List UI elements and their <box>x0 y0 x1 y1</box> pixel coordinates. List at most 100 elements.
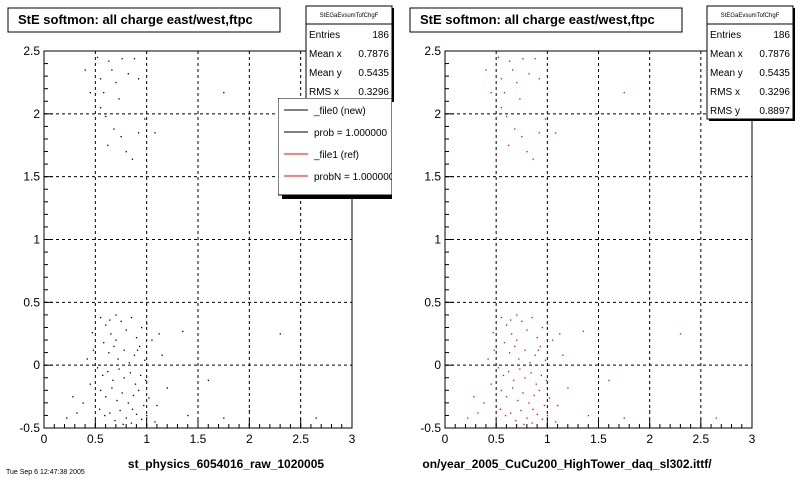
tick-label-x: 2 <box>246 432 253 446</box>
stats-value: 0.8897 <box>759 106 790 117</box>
tick-label-x: 3 <box>349 432 356 446</box>
title-box <box>7 7 281 33</box>
scatter-point <box>500 78 503 80</box>
tick-label-y: 1 <box>33 233 40 247</box>
scatter-point <box>544 118 547 120</box>
scatter-point <box>133 58 136 60</box>
tick-label-y: 1.5 <box>424 170 441 184</box>
scatter-point <box>121 392 123 394</box>
scatter-point <box>543 404 546 407</box>
scatter-point <box>509 412 512 414</box>
tick-label-x: 0.5 <box>488 432 505 446</box>
scatter-point <box>140 374 142 377</box>
scatter-point <box>138 345 141 348</box>
scatter-point <box>526 151 528 153</box>
scatter-point <box>500 389 503 392</box>
scatter-point <box>522 58 524 60</box>
x-axis-label: st_physics_6054016_raw_1020005 <box>128 457 324 471</box>
stats-value: 0.5435 <box>358 68 389 79</box>
tick-label-y: 2 <box>33 107 40 121</box>
scatter-point <box>146 323 148 325</box>
tick-label-y: 0.5 <box>424 295 441 309</box>
scatter-point <box>148 397 150 399</box>
scatter-point <box>500 107 503 109</box>
scatter-point <box>537 349 539 351</box>
scatter-point <box>248 409 251 412</box>
scatter-point <box>145 379 147 382</box>
stats-value: 0.3296 <box>759 87 790 98</box>
scatter-point <box>514 128 516 130</box>
scatter-point <box>99 78 102 80</box>
stats-label: RMS y <box>710 106 740 117</box>
scatter-point <box>715 417 717 419</box>
scatter-point <box>532 158 534 160</box>
scatter-point <box>99 316 102 319</box>
scatter-point <box>538 78 540 80</box>
tick-label-y: 1.5 <box>23 170 40 184</box>
stats-label: Mean x <box>710 49 743 60</box>
scatter-point <box>130 422 133 424</box>
scatter-point <box>137 132 140 134</box>
scatter-point <box>161 354 163 356</box>
scatter-point <box>103 91 105 94</box>
scatter-point <box>567 387 569 389</box>
scatter-point <box>521 135 523 138</box>
scatter-point <box>114 419 116 422</box>
scatter-point <box>623 91 625 94</box>
scatter-point <box>546 323 549 325</box>
tick-label-x: 1 <box>143 432 150 446</box>
scatter-point <box>89 91 91 94</box>
scatter-point <box>98 408 101 410</box>
scatter-point <box>144 359 146 361</box>
tick-label-x: 0 <box>41 432 48 446</box>
tick-label-y: -0.5 <box>420 421 441 435</box>
tick-label-x: 2.5 <box>292 432 309 446</box>
scatter-point <box>103 342 105 344</box>
scatter-point <box>223 417 225 419</box>
tick-label-y: 2 <box>434 107 441 121</box>
scatter-point <box>540 374 542 377</box>
tick-label-y: 0.5 <box>23 295 40 309</box>
scatter-point <box>82 402 84 404</box>
scatter-point <box>502 374 505 377</box>
scatter-point <box>112 379 114 382</box>
scatter-point <box>113 128 115 130</box>
legend: _file0 (new) prob = 1.000000 _file1 (ref) p… <box>278 98 392 199</box>
scatter-point <box>96 56 99 59</box>
scatter-point <box>99 389 102 392</box>
scatter-point <box>536 413 538 415</box>
tick-label-x: 0.5 <box>87 432 104 446</box>
scatter-point <box>531 316 533 319</box>
scatter-point <box>555 132 557 134</box>
scatter-point <box>505 115 508 118</box>
scatter-point <box>608 379 610 382</box>
scatter-point <box>524 349 526 351</box>
stats-value: 186 <box>372 30 389 41</box>
scatter-point <box>109 319 111 321</box>
title-box <box>409 7 683 33</box>
scatter-point <box>535 383 537 385</box>
scatter-point <box>279 333 281 335</box>
stats-value: 0.5435 <box>759 68 790 79</box>
scatter-point <box>84 69 86 71</box>
scatter-point <box>130 316 133 319</box>
scatter-point <box>111 69 113 71</box>
stats-label: Mean y <box>710 68 743 79</box>
scatter-point <box>528 73 530 75</box>
scatter-point <box>487 358 489 360</box>
scatter-point <box>533 394 535 397</box>
scatter-point <box>117 358 119 360</box>
scatter-point <box>555 421 557 423</box>
scatter-point <box>505 324 508 326</box>
scatter-point <box>528 402 530 404</box>
scatter-point <box>115 81 117 84</box>
scatter-point <box>125 329 127 331</box>
scatter-point <box>187 414 189 417</box>
stats-label: Entries <box>710 30 741 41</box>
scatter-point <box>587 414 590 417</box>
tick-label-y: 0 <box>33 358 40 372</box>
scatter-point <box>131 408 134 410</box>
scatter-point <box>649 409 651 412</box>
scatter-point <box>123 349 125 351</box>
